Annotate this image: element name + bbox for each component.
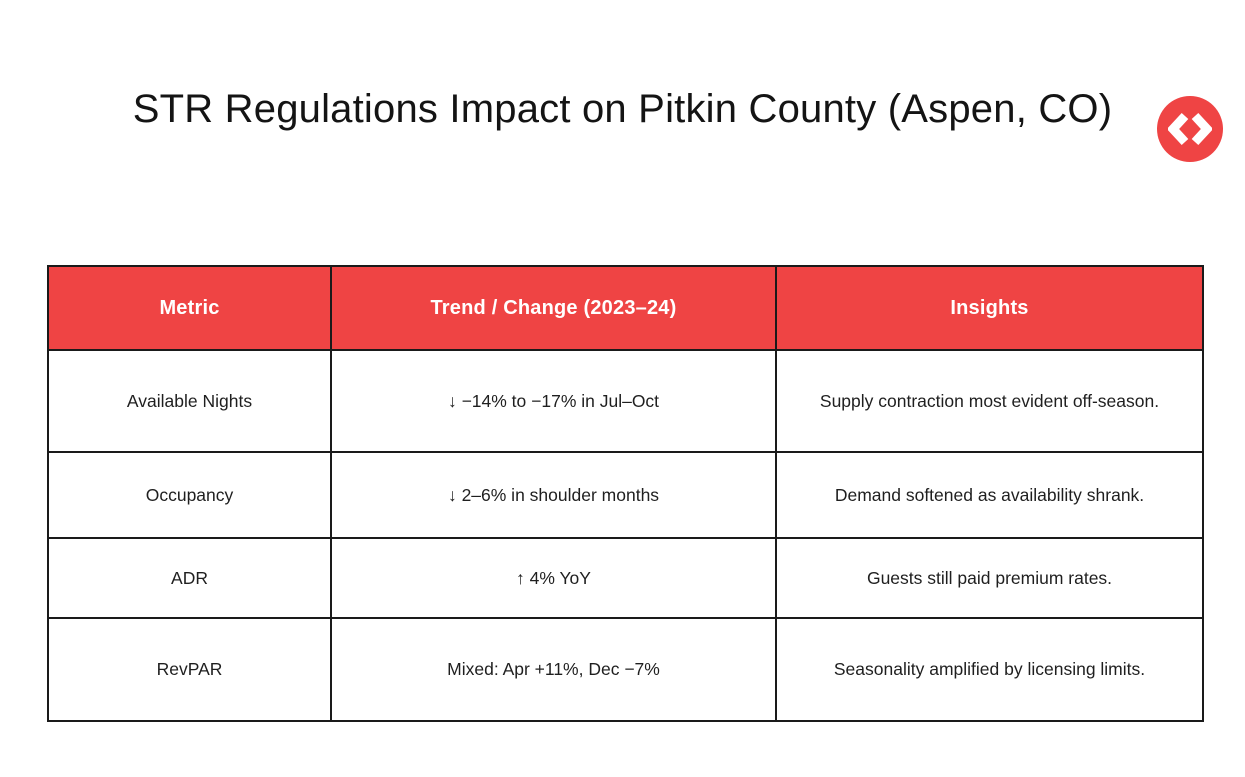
trend-cell: ↓ 2–6% in shoulder months — [330, 451, 777, 539]
column-header-trend: Trend / Change (2023–24) — [330, 265, 777, 351]
trend-cell: ↓ −14% to −17% in Jul–Oct — [330, 349, 777, 453]
table-row: RevPAR Mixed: Apr +11%, Dec −7% Seasonal… — [47, 617, 1204, 722]
code-brackets-logo — [1157, 96, 1223, 162]
table-header-row: Metric Trend / Change (2023–24) Insights — [47, 265, 1204, 351]
page-title: STR Regulations Impact on Pitkin County … — [132, 87, 1113, 131]
column-header-insights: Insights — [775, 265, 1204, 351]
trend-cell: Mixed: Apr +11%, Dec −7% — [330, 617, 777, 722]
table-row: Available Nights ↓ −14% to −17% in Jul–O… — [47, 349, 1204, 453]
insight-cell: Demand softened as availability shrank. — [775, 451, 1204, 539]
page-root: { "page": { "background": "#ffffff", "ac… — [0, 84, 1245, 777]
metric-cell: ADR — [47, 537, 332, 619]
table-row: Occupancy ↓ 2–6% in shoulder months Dema… — [47, 451, 1204, 539]
metric-cell: Occupancy — [47, 451, 332, 539]
trend-cell: ↑ 4% YoY — [330, 537, 777, 619]
insight-cell: Supply contraction most evident off-seas… — [775, 349, 1204, 453]
insight-cell: Guests still paid premium rates. — [775, 537, 1204, 619]
metric-cell: Available Nights — [47, 349, 332, 453]
regulations-impact-table: Metric Trend / Change (2023–24) Insights… — [47, 265, 1204, 722]
metric-cell: RevPAR — [47, 617, 332, 722]
insight-cell: Seasonality amplified by licensing limit… — [775, 617, 1204, 722]
column-header-metric: Metric — [47, 265, 332, 351]
code-brackets-icon — [1168, 109, 1212, 149]
table-row: ADR ↑ 4% YoY Guests still paid premium r… — [47, 537, 1204, 619]
data-table: Metric Trend / Change (2023–24) Insights… — [47, 265, 1204, 722]
